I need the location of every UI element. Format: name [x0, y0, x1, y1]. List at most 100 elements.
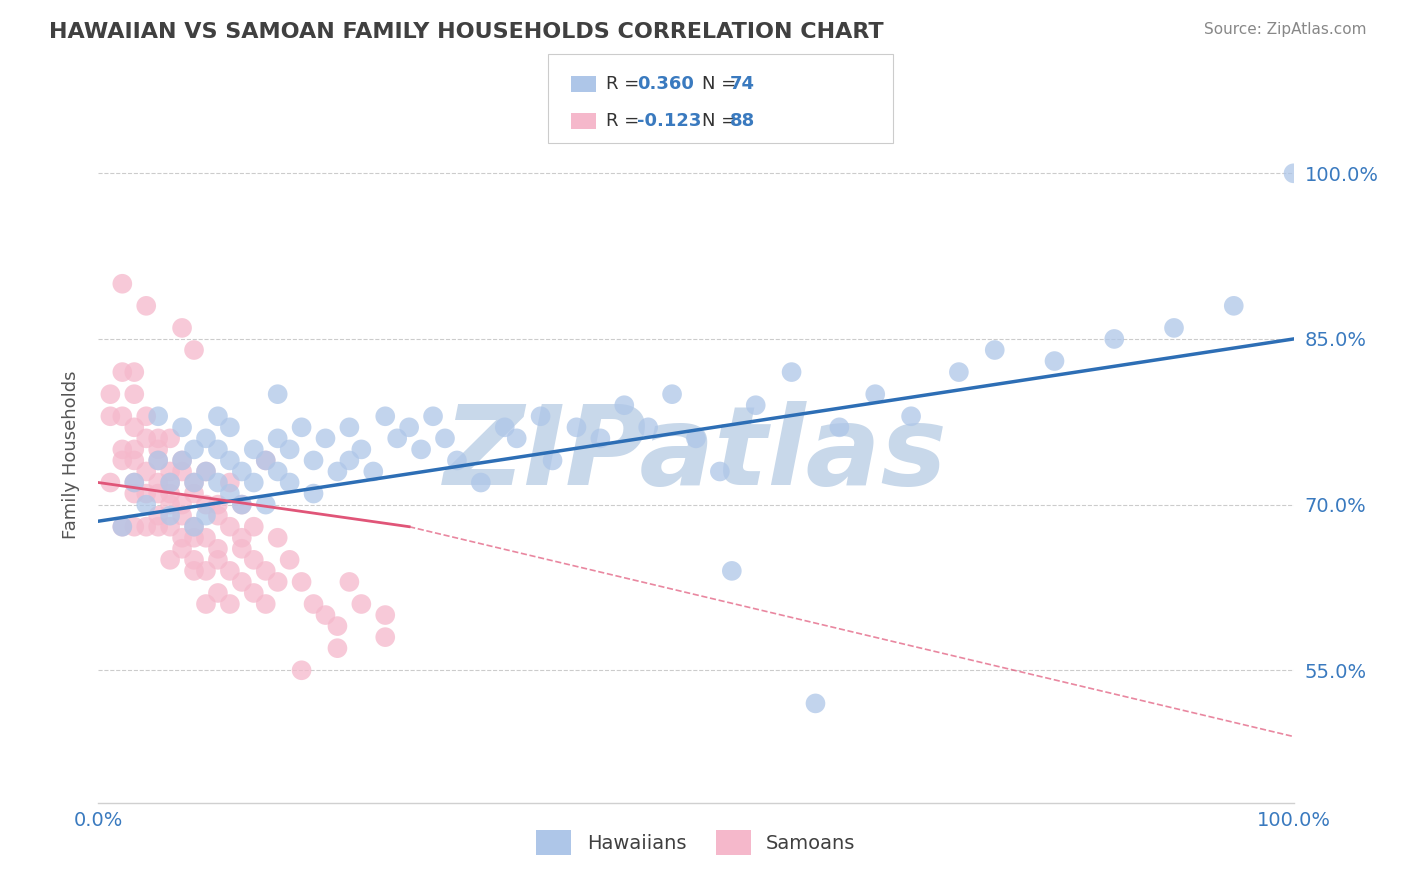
- Point: [159, 486, 181, 500]
- Point: [159, 553, 181, 567]
- Point: [339, 574, 360, 589]
- Point: [159, 465, 181, 479]
- Point: [685, 431, 707, 445]
- Point: [124, 486, 146, 500]
- Point: [254, 597, 277, 611]
- Point: [194, 531, 218, 545]
- Point: [135, 465, 157, 479]
- Point: [148, 508, 170, 523]
- Point: [172, 453, 194, 467]
- Point: [398, 420, 420, 434]
- Point: [291, 574, 314, 589]
- Point: [637, 420, 659, 434]
- Point: [267, 531, 290, 545]
- Point: [804, 697, 827, 711]
- Point: [243, 553, 266, 567]
- Legend: Hawaiians, Samoans: Hawaiians, Samoans: [529, 822, 863, 863]
- Point: [541, 453, 564, 467]
- Point: [231, 498, 253, 512]
- Point: [183, 553, 205, 567]
- Point: [326, 465, 349, 479]
- Point: [231, 541, 253, 556]
- Point: [111, 277, 134, 291]
- Point: [148, 442, 170, 457]
- Point: [661, 387, 683, 401]
- Point: [219, 564, 242, 578]
- Point: [124, 453, 146, 467]
- Point: [231, 465, 253, 479]
- Text: -0.123: -0.123: [637, 112, 702, 129]
- Point: [124, 387, 146, 401]
- Text: 74: 74: [730, 75, 755, 93]
- Point: [302, 453, 325, 467]
- Point: [267, 387, 290, 401]
- Point: [446, 453, 468, 467]
- Point: [243, 475, 266, 490]
- Point: [374, 630, 396, 644]
- Point: [194, 498, 218, 512]
- Text: N =: N =: [702, 112, 741, 129]
- Point: [172, 508, 194, 523]
- Point: [148, 431, 170, 445]
- Point: [159, 475, 181, 490]
- Point: [243, 519, 266, 533]
- Point: [194, 508, 218, 523]
- Point: [124, 475, 146, 490]
- Point: [148, 486, 170, 500]
- Point: [172, 498, 194, 512]
- Point: [111, 453, 134, 467]
- Point: [111, 519, 134, 533]
- Point: [207, 541, 229, 556]
- Point: [183, 519, 205, 533]
- Point: [374, 608, 396, 623]
- Point: [183, 475, 205, 490]
- Point: [219, 519, 242, 533]
- Point: [411, 442, 433, 457]
- Point: [183, 486, 205, 500]
- Point: [172, 420, 194, 434]
- Point: [326, 641, 349, 656]
- Point: [529, 409, 551, 424]
- Point: [291, 420, 314, 434]
- Point: [1282, 166, 1305, 180]
- Point: [172, 531, 194, 545]
- Point: [984, 343, 1007, 357]
- Point: [135, 486, 157, 500]
- Y-axis label: Family Households: Family Households: [62, 371, 80, 539]
- Point: [231, 498, 253, 512]
- Point: [207, 553, 229, 567]
- Point: [948, 365, 970, 379]
- Point: [111, 365, 134, 379]
- Text: HAWAIIAN VS SAMOAN FAMILY HOUSEHOLDS CORRELATION CHART: HAWAIIAN VS SAMOAN FAMILY HOUSEHOLDS COR…: [49, 22, 884, 42]
- Point: [98, 475, 122, 490]
- Point: [780, 365, 803, 379]
- Text: 88: 88: [730, 112, 755, 129]
- Point: [98, 409, 122, 424]
- Point: [159, 508, 181, 523]
- Point: [159, 519, 181, 533]
- Point: [278, 553, 301, 567]
- Point: [494, 420, 516, 434]
- Point: [219, 475, 242, 490]
- Point: [745, 398, 768, 412]
- Point: [863, 387, 887, 401]
- Point: [254, 498, 277, 512]
- Text: 0.360: 0.360: [637, 75, 693, 93]
- Point: [207, 442, 229, 457]
- Point: [1102, 332, 1125, 346]
- Point: [183, 442, 205, 457]
- Point: [98, 387, 122, 401]
- Point: [124, 475, 146, 490]
- Point: [183, 475, 205, 490]
- Text: R =: R =: [606, 75, 645, 93]
- Point: [219, 453, 242, 467]
- Point: [219, 420, 242, 434]
- Point: [194, 465, 218, 479]
- Point: [183, 531, 205, 545]
- Point: [194, 431, 218, 445]
- Point: [148, 453, 170, 467]
- Point: [433, 431, 456, 445]
- Point: [254, 564, 277, 578]
- Point: [124, 420, 146, 434]
- Point: [422, 409, 444, 424]
